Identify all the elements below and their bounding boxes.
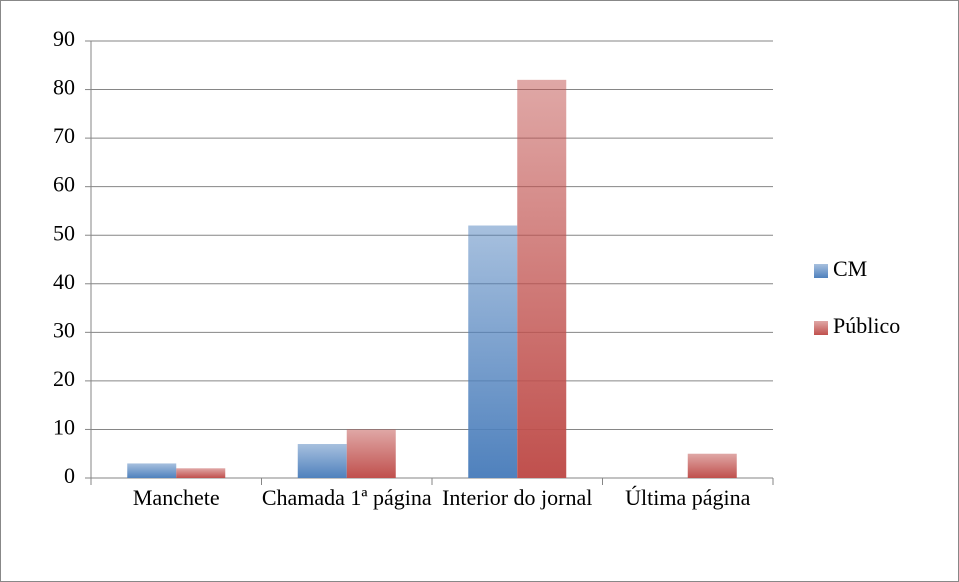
y-tick-label: 40 — [53, 269, 75, 294]
bar — [127, 463, 177, 478]
bar — [176, 468, 226, 478]
legend-swatch — [814, 264, 828, 278]
legend-label: Público — [833, 313, 900, 338]
y-tick-label: 0 — [64, 463, 75, 488]
bar — [687, 453, 737, 478]
bar — [468, 225, 518, 478]
y-tick-label: 30 — [53, 317, 75, 342]
bar — [297, 444, 347, 478]
x-tick-label: Manchete — [132, 485, 220, 510]
y-tick-label: 80 — [53, 75, 75, 100]
bar — [517, 79, 567, 478]
legend-swatch — [814, 321, 828, 335]
y-tick-label: 50 — [53, 220, 75, 245]
y-tick-label: 10 — [53, 414, 75, 439]
y-tick-label: 70 — [53, 123, 75, 148]
x-tick-label: Última página — [625, 485, 751, 510]
y-tick-label: 20 — [53, 366, 75, 391]
bar — [346, 429, 396, 478]
y-tick-label: 60 — [53, 172, 75, 197]
y-tick-label: 90 — [53, 26, 75, 51]
x-tick-label: Interior do jornal — [442, 485, 593, 510]
legend-label: CM — [833, 256, 867, 281]
x-tick-label: Chamada 1ª página — [261, 485, 432, 510]
